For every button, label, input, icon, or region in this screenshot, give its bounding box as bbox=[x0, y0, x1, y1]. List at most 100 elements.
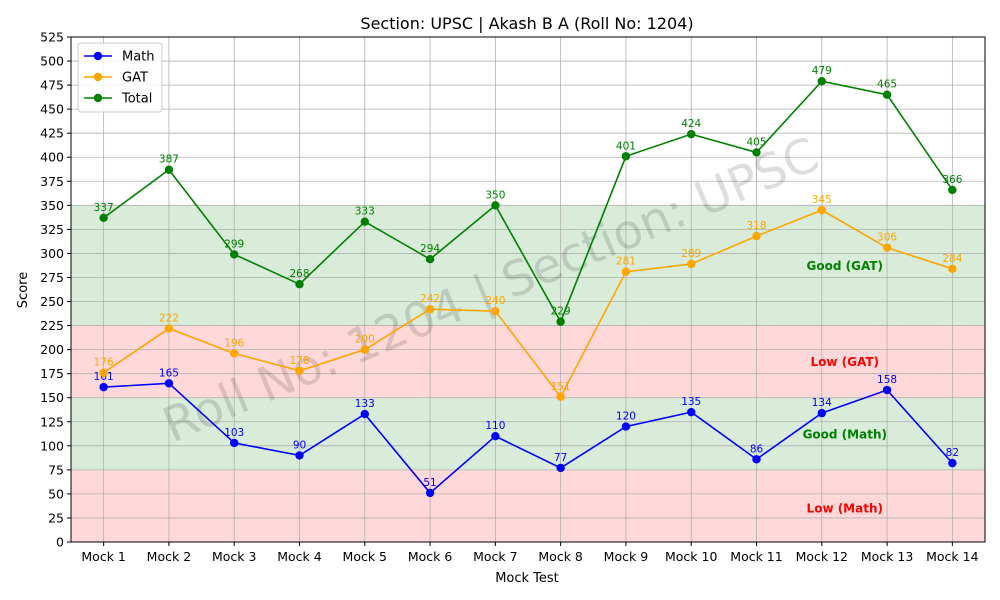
data-point bbox=[556, 317, 565, 326]
legend-item-math: Math bbox=[84, 50, 155, 65]
x-tick-label: Mock 14 bbox=[926, 549, 978, 564]
data-point bbox=[817, 77, 826, 86]
data-point bbox=[295, 280, 304, 289]
series-line bbox=[103, 209, 953, 399]
band-label: Low (GAT) bbox=[811, 355, 880, 369]
data-label: 401 bbox=[616, 140, 636, 152]
y-tick-label: 150 bbox=[40, 390, 64, 405]
data-point bbox=[687, 129, 696, 139]
data-point bbox=[295, 451, 304, 460]
band-3 bbox=[71, 205, 985, 326]
data-label: 51 bbox=[423, 477, 436, 489]
data-label: 134 bbox=[812, 397, 832, 409]
data-label: 176 bbox=[94, 357, 114, 369]
data-point bbox=[556, 463, 565, 473]
data-label: 289 bbox=[681, 248, 701, 260]
data-label: 345 bbox=[812, 194, 832, 206]
data-label: 350 bbox=[485, 189, 505, 201]
data-point bbox=[230, 250, 239, 259]
legend-marker bbox=[93, 72, 103, 82]
data-point bbox=[230, 349, 239, 358]
data-label: 366 bbox=[942, 174, 962, 186]
y-tick-label: 475 bbox=[40, 78, 64, 93]
data-label: 196 bbox=[224, 337, 244, 349]
legend-label: Math bbox=[122, 50, 155, 65]
y-axis-ticks: 0 25 50 75 100 125 150 175 200 225 250 275 300 325 350… bbox=[40, 30, 71, 550]
data-point bbox=[817, 408, 826, 418]
data-label: 284 bbox=[942, 253, 962, 265]
series-layer: 161 165 103 90 133 51 110 77 120 135 86 134 158 82 176… bbox=[94, 65, 963, 498]
data-label: 333 bbox=[355, 206, 375, 218]
band-2 bbox=[71, 325, 985, 398]
y-tick-label: 425 bbox=[40, 126, 64, 141]
x-tick-label: Mock 9 bbox=[604, 549, 649, 564]
legend-label: GAT bbox=[122, 71, 148, 86]
data-label: 222 bbox=[159, 312, 179, 324]
chart-title: Section: UPSC | Akash B A (Roll No: 1204… bbox=[360, 14, 693, 33]
data-point bbox=[99, 213, 108, 223]
data-point bbox=[360, 345, 369, 354]
data-point bbox=[99, 368, 108, 377]
data-point bbox=[425, 305, 435, 314]
data-label: 178 bbox=[289, 355, 309, 367]
data-label: 90 bbox=[293, 439, 306, 451]
series-line bbox=[103, 382, 953, 495]
x-tick-label: Mock 11 bbox=[730, 549, 782, 564]
band-labels: Low (Math) Good (Math) Low (GAT) Good (GAT) bbox=[803, 259, 887, 515]
data-label: 424 bbox=[681, 118, 701, 130]
data-label: 161 bbox=[94, 371, 114, 383]
data-point bbox=[164, 165, 174, 174]
y-tick-label: 400 bbox=[40, 150, 64, 165]
data-label: 405 bbox=[746, 136, 766, 148]
x-tick-label: Mock 7 bbox=[473, 549, 517, 564]
legend-label: Total bbox=[121, 92, 152, 107]
data-label: 110 bbox=[485, 420, 505, 432]
data-label: 242 bbox=[420, 293, 440, 305]
data-label: 306 bbox=[877, 232, 897, 244]
y-tick-label: 100 bbox=[40, 438, 64, 453]
data-point bbox=[556, 392, 565, 401]
data-label: 465 bbox=[877, 79, 897, 91]
x-tick-label: Mock 12 bbox=[796, 549, 848, 564]
y-tick-label: 450 bbox=[40, 102, 64, 117]
legend-item-total: Total bbox=[84, 92, 152, 107]
data-point bbox=[752, 148, 761, 157]
data-point bbox=[425, 488, 435, 498]
data-point bbox=[882, 243, 892, 252]
y-tick-label: 0 bbox=[56, 535, 64, 550]
y-tick-label: 200 bbox=[40, 342, 64, 357]
data-label: 337 bbox=[94, 202, 114, 214]
y-tick-label: 125 bbox=[40, 414, 64, 429]
data-label: 200 bbox=[355, 334, 375, 346]
data-point bbox=[882, 90, 892, 99]
data-point bbox=[882, 385, 892, 395]
y-tick-label: 25 bbox=[48, 510, 64, 525]
x-tick-label: Mock 10 bbox=[665, 549, 717, 564]
y-tick-label: 300 bbox=[40, 246, 64, 261]
data-point bbox=[948, 264, 957, 274]
x-axis-ticks: Mock 1 Mock 2 Mock 3 Mock 4 Mock 5 Mock 6 Mock… bbox=[81, 542, 979, 564]
data-label: 103 bbox=[224, 427, 244, 439]
y-tick-label: 500 bbox=[40, 54, 64, 69]
data-label: 151 bbox=[551, 381, 571, 393]
data-label: 479 bbox=[812, 65, 832, 77]
band-label: Good (Math) bbox=[803, 427, 887, 441]
x-tick-label: Mock 2 bbox=[147, 549, 191, 564]
x-tick-label: Mock 1 bbox=[81, 549, 125, 564]
data-label: 281 bbox=[616, 256, 636, 268]
y-tick-label: 275 bbox=[40, 270, 64, 285]
series-gat: 176 222 196 178 200 242 240 151 281 289 318 345 306 2… bbox=[94, 194, 963, 401]
band-0 bbox=[71, 469, 985, 542]
y-tick-label: 175 bbox=[40, 366, 64, 381]
data-label: 299 bbox=[224, 238, 244, 250]
data-point bbox=[491, 431, 500, 441]
y-tick-label: 75 bbox=[48, 462, 64, 477]
data-label: 120 bbox=[616, 411, 636, 423]
data-point bbox=[621, 422, 631, 431]
legend-marker bbox=[93, 93, 103, 103]
x-tick-label: Mock 5 bbox=[343, 549, 387, 564]
data-point bbox=[99, 382, 108, 392]
plot-frame bbox=[70, 36, 986, 543]
data-point bbox=[295, 366, 304, 375]
